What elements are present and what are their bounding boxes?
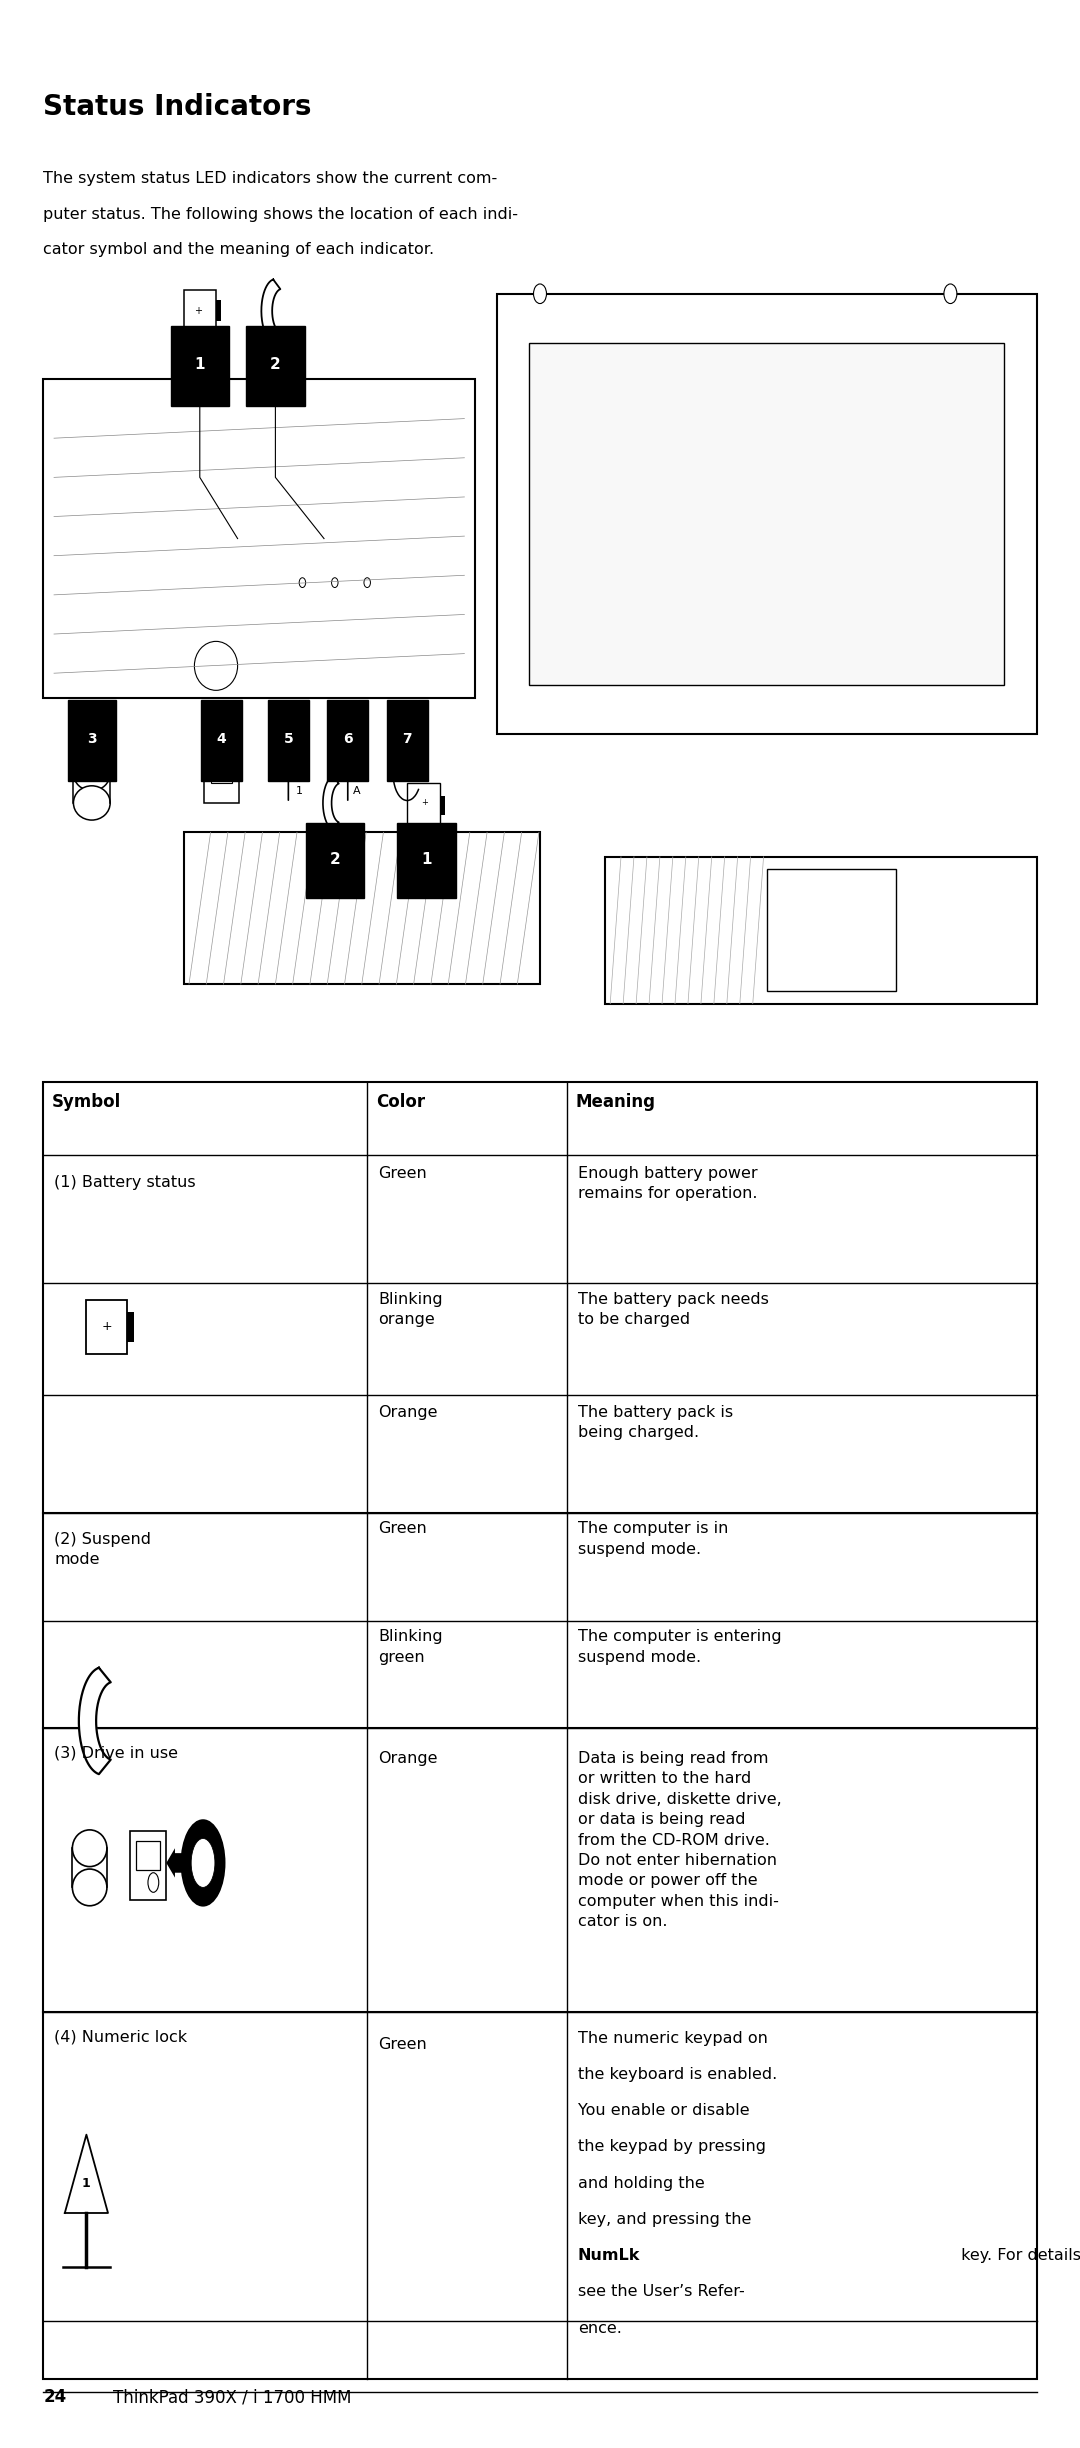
Text: +: + bbox=[102, 1319, 112, 1334]
Text: the keypad by pressing: the keypad by pressing bbox=[578, 2140, 766, 2154]
Text: ThinkPad 390X / i 1700 HMM: ThinkPad 390X / i 1700 HMM bbox=[92, 2389, 351, 2406]
Text: key. For details,: key. For details, bbox=[956, 2247, 1080, 2262]
Text: 1: 1 bbox=[296, 786, 302, 796]
Ellipse shape bbox=[534, 284, 546, 304]
Text: Meaning: Meaning bbox=[576, 1092, 656, 1111]
Text: see the User’s Refer-: see the User’s Refer- bbox=[578, 2284, 744, 2299]
Text: 2: 2 bbox=[329, 852, 340, 867]
Bar bbox=[201, 700, 242, 781]
Text: 4: 4 bbox=[216, 732, 227, 747]
Bar bbox=[184, 832, 540, 984]
Text: Orange: Orange bbox=[378, 1750, 437, 1765]
Bar bbox=[407, 783, 440, 827]
Bar bbox=[497, 294, 1037, 734]
Text: Status Indicators: Status Indicators bbox=[43, 93, 312, 120]
Text: The battery pack needs
to be charged: The battery pack needs to be charged bbox=[578, 1293, 769, 1327]
Text: Blinking
green: Blinking green bbox=[378, 1630, 443, 1665]
Text: Green: Green bbox=[378, 1165, 427, 1180]
Bar bbox=[86, 1300, 127, 1354]
Text: 1: 1 bbox=[194, 357, 205, 372]
Text: (4) Numeric lock: (4) Numeric lock bbox=[54, 2029, 187, 2044]
Text: You enable or disable: You enable or disable bbox=[578, 2103, 750, 2118]
Text: the keyboard is enabled.: the keyboard is enabled. bbox=[578, 2066, 777, 2081]
Text: The system status LED indicators show the current com-: The system status LED indicators show th… bbox=[43, 171, 498, 186]
Ellipse shape bbox=[181, 1819, 225, 1905]
Ellipse shape bbox=[191, 1838, 215, 1887]
Bar bbox=[204, 739, 239, 803]
Bar bbox=[171, 326, 229, 406]
Text: The battery pack is
being charged.: The battery pack is being charged. bbox=[578, 1405, 733, 1439]
Bar bbox=[605, 857, 1037, 1004]
Text: 1: 1 bbox=[421, 852, 432, 867]
Text: +: + bbox=[193, 306, 202, 316]
Text: The computer is entering
suspend mode.: The computer is entering suspend mode. bbox=[578, 1630, 782, 1665]
Bar bbox=[387, 700, 428, 781]
Text: Data is being read from
or written to the hard
disk drive, diskette drive,
or da: Data is being read from or written to th… bbox=[578, 1750, 782, 1929]
Bar bbox=[130, 1831, 166, 1900]
Bar bbox=[184, 289, 216, 330]
Bar bbox=[43, 379, 475, 698]
Text: (1) Battery status: (1) Battery status bbox=[54, 1175, 195, 1190]
Ellipse shape bbox=[72, 1868, 107, 1905]
Text: 5: 5 bbox=[283, 732, 294, 747]
Bar bbox=[127, 1312, 134, 1342]
Bar bbox=[136, 1841, 160, 1870]
Text: 3: 3 bbox=[87, 732, 96, 747]
Text: NumLk: NumLk bbox=[578, 2247, 640, 2262]
Polygon shape bbox=[65, 2135, 108, 2213]
Polygon shape bbox=[323, 776, 339, 830]
Text: Orange: Orange bbox=[378, 1405, 437, 1420]
Bar bbox=[397, 823, 456, 898]
Bar bbox=[211, 759, 232, 783]
Text: Enough battery power
remains for operation.: Enough battery power remains for operati… bbox=[578, 1165, 757, 1202]
Text: (3) Drive in use: (3) Drive in use bbox=[54, 1745, 178, 1760]
Bar bbox=[767, 869, 896, 991]
Text: 24: 24 bbox=[43, 2389, 67, 2406]
Text: 7: 7 bbox=[403, 732, 411, 747]
Text: A: A bbox=[352, 786, 361, 796]
Bar bbox=[327, 700, 368, 781]
Bar bbox=[268, 700, 309, 781]
FancyArrow shape bbox=[166, 1848, 186, 1878]
Text: ence.: ence. bbox=[578, 2321, 622, 2335]
Bar bbox=[43, 1082, 1037, 2379]
Text: 6: 6 bbox=[343, 732, 352, 747]
Bar bbox=[529, 343, 1004, 685]
Text: Green: Green bbox=[378, 1523, 427, 1537]
Text: and holding the: and holding the bbox=[578, 2176, 710, 2191]
Text: 2: 2 bbox=[270, 357, 281, 372]
Text: The computer is in
suspend mode.: The computer is in suspend mode. bbox=[578, 1523, 728, 1557]
Bar bbox=[246, 326, 305, 406]
Text: Symbol: Symbol bbox=[52, 1092, 121, 1111]
Text: puter status. The following shows the location of each indi-: puter status. The following shows the lo… bbox=[43, 206, 518, 223]
Text: Blinking
orange: Blinking orange bbox=[378, 1293, 443, 1327]
Polygon shape bbox=[79, 1667, 110, 1775]
Text: (2) Suspend
mode: (2) Suspend mode bbox=[54, 1532, 151, 1567]
Bar bbox=[440, 796, 445, 815]
Polygon shape bbox=[261, 279, 281, 343]
Bar bbox=[68, 700, 116, 781]
Text: cator symbol and the meaning of each indicator.: cator symbol and the meaning of each ind… bbox=[43, 242, 434, 257]
Ellipse shape bbox=[72, 1829, 107, 1865]
Text: Color: Color bbox=[376, 1092, 424, 1111]
Ellipse shape bbox=[73, 786, 110, 820]
Text: Green: Green bbox=[378, 2037, 427, 2051]
Bar bbox=[216, 301, 221, 321]
Text: key, and pressing the: key, and pressing the bbox=[578, 2213, 752, 2228]
Bar bbox=[306, 823, 364, 898]
Ellipse shape bbox=[944, 284, 957, 304]
Text: 1: 1 bbox=[82, 2176, 91, 2191]
Text: +: + bbox=[421, 798, 428, 808]
Text: The numeric keypad on: The numeric keypad on bbox=[578, 2032, 768, 2047]
